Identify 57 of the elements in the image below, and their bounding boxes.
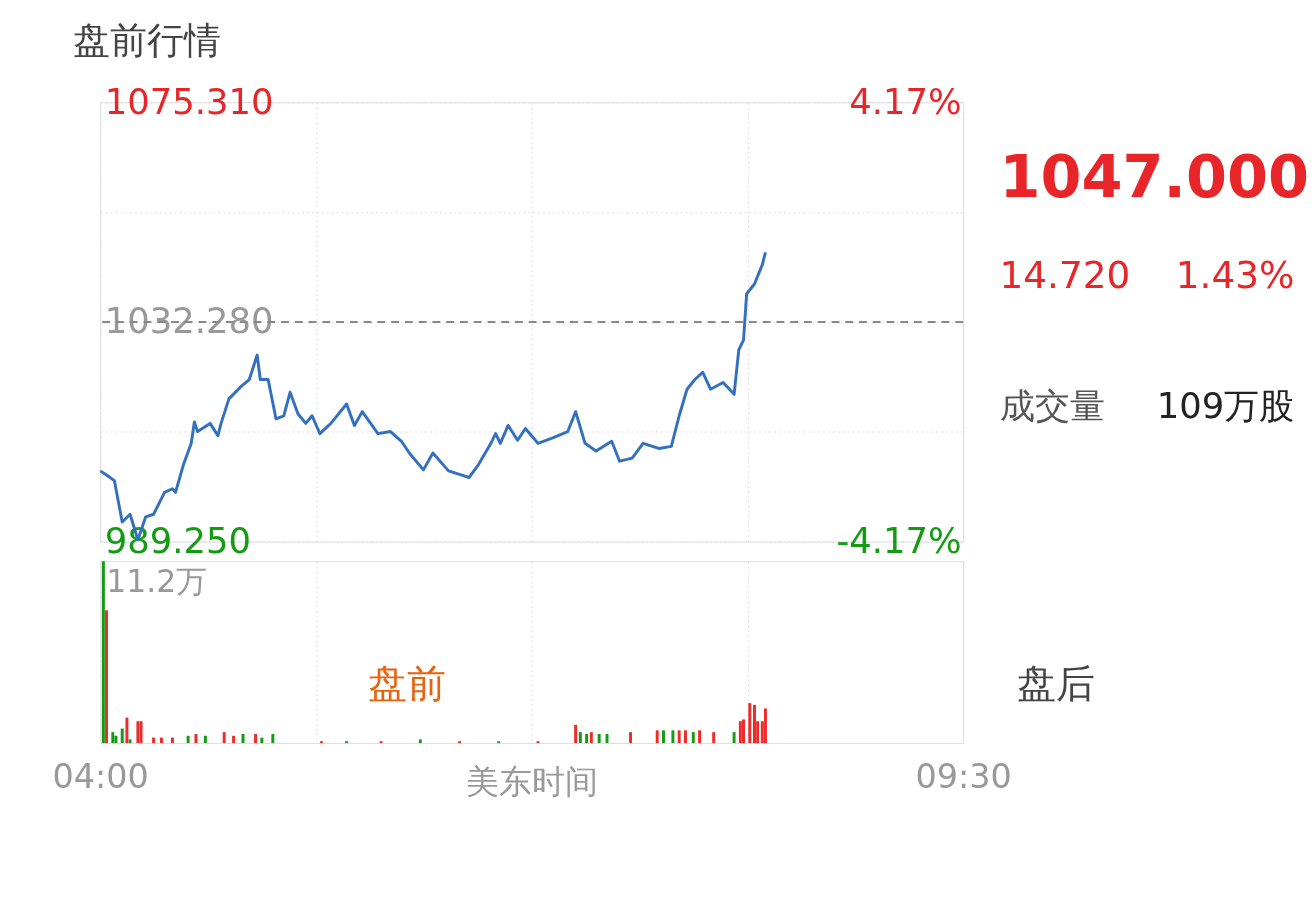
bar xyxy=(194,733,198,744)
text: 1047.000 xyxy=(999,141,1310,211)
bar xyxy=(578,732,582,744)
bar xyxy=(574,724,578,744)
bar xyxy=(655,730,659,744)
bar xyxy=(629,732,633,744)
bar xyxy=(732,732,736,744)
bar xyxy=(254,733,258,744)
bar xyxy=(683,730,687,744)
text: 1.43% xyxy=(1175,253,1295,298)
annotation: 盘前 xyxy=(367,660,446,706)
x-tick-label: 09:30 xyxy=(915,756,1012,796)
bar xyxy=(159,737,163,744)
bar xyxy=(698,730,702,744)
text: 109万股 xyxy=(1156,384,1295,426)
bar xyxy=(125,717,129,744)
bar xyxy=(597,733,601,744)
text: 成交量 xyxy=(999,384,1105,426)
bar xyxy=(203,735,207,744)
bar xyxy=(742,719,745,744)
bar xyxy=(691,732,695,744)
bar xyxy=(152,737,156,744)
chart-title: 盘前行情 xyxy=(73,17,222,62)
y-tick-label: 1032.280 xyxy=(104,300,274,342)
bar xyxy=(764,708,767,744)
bar xyxy=(136,721,140,744)
bar xyxy=(671,730,675,744)
bar xyxy=(128,739,132,744)
bar xyxy=(170,737,174,744)
bar xyxy=(677,730,681,744)
bar xyxy=(186,735,190,744)
bar xyxy=(585,733,589,744)
bar xyxy=(105,610,108,744)
bar xyxy=(114,735,118,744)
bar xyxy=(232,735,236,744)
bar xyxy=(120,728,124,744)
text: 盘后 xyxy=(1016,660,1095,706)
bar xyxy=(662,730,665,744)
bar xyxy=(748,703,752,744)
text: 14.720 xyxy=(999,253,1131,298)
bar xyxy=(738,721,742,744)
bar xyxy=(139,721,143,744)
bar xyxy=(712,732,716,744)
y-tick-label: 989.250 xyxy=(104,519,251,561)
bar xyxy=(753,704,756,744)
annotation: 11.2万 xyxy=(106,562,208,599)
x-tick-label: 04:00 xyxy=(52,756,149,796)
y2-tick-label: -4.17% xyxy=(836,519,962,561)
y2-tick-label: 4.17% xyxy=(849,80,962,122)
bar xyxy=(271,733,275,744)
x-axis-title: 美东时间 xyxy=(466,761,599,801)
bar xyxy=(418,739,422,744)
bar xyxy=(260,737,264,744)
bar xyxy=(222,732,226,744)
bar xyxy=(111,732,115,744)
bar xyxy=(589,732,593,744)
y-tick-label: 1075.310 xyxy=(104,80,274,122)
